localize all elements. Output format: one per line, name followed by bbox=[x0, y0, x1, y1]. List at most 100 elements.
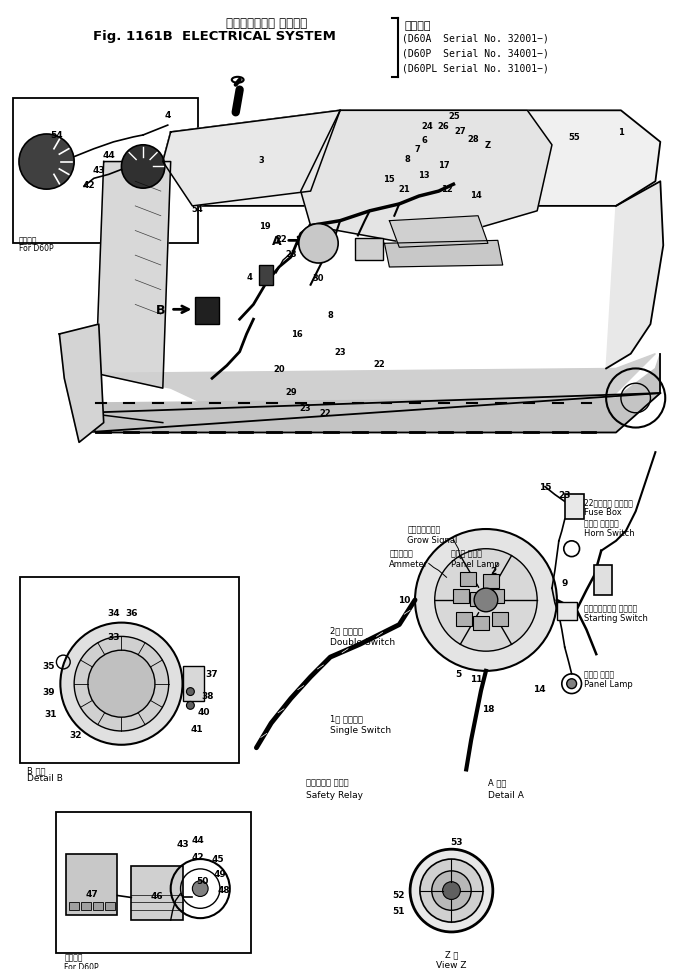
Text: 適用号機: 適用号機 bbox=[404, 20, 431, 31]
Text: 44: 44 bbox=[192, 835, 205, 844]
Text: 20: 20 bbox=[273, 364, 285, 374]
Text: 22ヒューズ ボックス: 22ヒューズ ボックス bbox=[584, 497, 633, 507]
Text: 42: 42 bbox=[192, 852, 205, 860]
Text: (D60PL Serial No. 31001−): (D60PL Serial No. 31001−) bbox=[402, 63, 549, 73]
Text: 45: 45 bbox=[212, 854, 224, 862]
Polygon shape bbox=[59, 325, 103, 443]
Polygon shape bbox=[163, 111, 340, 206]
Text: 27: 27 bbox=[454, 126, 466, 136]
Text: Horn Switch: Horn Switch bbox=[584, 529, 635, 538]
Bar bbox=[69, 902, 79, 910]
Text: エレクトリカル システム: エレクトリカル システム bbox=[226, 16, 307, 30]
Text: Safety Relay: Safety Relay bbox=[305, 790, 363, 798]
Text: 2重 スイッチ: 2重 スイッチ bbox=[331, 625, 363, 635]
Bar bbox=[131, 866, 182, 921]
Text: 8: 8 bbox=[404, 155, 410, 164]
Text: 23: 23 bbox=[559, 490, 571, 500]
Text: B 詳細: B 詳細 bbox=[27, 766, 45, 774]
Bar bbox=[105, 902, 115, 910]
Bar bbox=[454, 589, 469, 604]
Polygon shape bbox=[84, 355, 661, 433]
Bar bbox=[355, 239, 382, 261]
Text: パネル ランプ: パネル ランプ bbox=[584, 670, 614, 678]
Text: スターティング スイッチ: スターティング スイッチ bbox=[584, 604, 637, 612]
Text: 44: 44 bbox=[102, 151, 115, 160]
Text: 4: 4 bbox=[247, 273, 252, 282]
Bar bbox=[470, 592, 486, 607]
Text: 21: 21 bbox=[398, 184, 410, 194]
Text: 2: 2 bbox=[491, 566, 497, 576]
Circle shape bbox=[432, 871, 471, 910]
Text: 3: 3 bbox=[259, 156, 264, 165]
Text: 37: 37 bbox=[206, 670, 218, 678]
Circle shape bbox=[192, 881, 208, 896]
Text: 54: 54 bbox=[50, 132, 63, 141]
Bar bbox=[182, 667, 204, 702]
Text: 49: 49 bbox=[214, 869, 226, 879]
Text: 5: 5 bbox=[455, 670, 461, 678]
Text: 1重 スイッチ: 1重 スイッチ bbox=[331, 714, 363, 723]
Text: View Z: View Z bbox=[436, 959, 467, 969]
Circle shape bbox=[122, 145, 165, 189]
Bar bbox=[594, 566, 612, 595]
Text: 14: 14 bbox=[470, 190, 482, 200]
Circle shape bbox=[567, 679, 577, 689]
Bar bbox=[93, 902, 103, 910]
Text: 13: 13 bbox=[418, 171, 430, 179]
Text: Panel Lamp: Panel Lamp bbox=[584, 679, 633, 689]
Text: 42: 42 bbox=[82, 180, 95, 190]
Text: ＤＭＰ用: ＤＭＰ用 bbox=[19, 236, 38, 245]
Bar bbox=[20, 578, 238, 763]
Text: Starting Switch: Starting Switch bbox=[584, 613, 649, 622]
Bar bbox=[456, 612, 472, 626]
Text: 11: 11 bbox=[470, 674, 482, 683]
Circle shape bbox=[60, 623, 182, 745]
Circle shape bbox=[298, 225, 338, 264]
Text: 23: 23 bbox=[285, 249, 296, 259]
Text: 39: 39 bbox=[42, 687, 55, 697]
Text: 55: 55 bbox=[569, 134, 580, 142]
Text: 16: 16 bbox=[291, 330, 303, 339]
Text: 31: 31 bbox=[44, 709, 57, 718]
Text: Z 視: Z 視 bbox=[445, 950, 458, 958]
Text: 28: 28 bbox=[468, 136, 479, 144]
Circle shape bbox=[74, 637, 168, 732]
Circle shape bbox=[410, 849, 493, 932]
Text: 24: 24 bbox=[421, 121, 433, 131]
Bar bbox=[259, 266, 273, 286]
Polygon shape bbox=[96, 355, 656, 403]
Text: 35: 35 bbox=[42, 662, 55, 671]
Text: 47: 47 bbox=[85, 890, 99, 898]
Text: 38: 38 bbox=[201, 691, 213, 701]
Text: A 詳細: A 詳細 bbox=[488, 778, 506, 787]
Text: 10: 10 bbox=[398, 596, 410, 605]
Text: 15: 15 bbox=[539, 483, 552, 491]
Text: 22: 22 bbox=[275, 234, 287, 243]
Text: A: A bbox=[273, 234, 282, 248]
Text: 15: 15 bbox=[384, 174, 395, 183]
Text: 23: 23 bbox=[300, 404, 312, 413]
Text: 43: 43 bbox=[176, 839, 189, 848]
Circle shape bbox=[187, 702, 194, 709]
Text: Double Switch: Double Switch bbox=[331, 638, 396, 646]
Text: 22: 22 bbox=[319, 409, 331, 418]
Text: 41: 41 bbox=[191, 724, 203, 733]
Text: 23: 23 bbox=[334, 348, 346, 357]
Text: (D60P  Serial No. 34001−): (D60P Serial No. 34001−) bbox=[402, 48, 549, 58]
Text: 22: 22 bbox=[374, 359, 385, 368]
Text: 43: 43 bbox=[92, 166, 105, 174]
Text: Fig. 1161B  ELECTRICAL SYSTEM: Fig. 1161B ELECTRICAL SYSTEM bbox=[92, 29, 336, 43]
Text: Panel Lamp: Panel Lamp bbox=[452, 559, 500, 569]
Circle shape bbox=[187, 688, 194, 696]
Text: Fuse Box: Fuse Box bbox=[584, 507, 622, 516]
Text: For D60P: For D60P bbox=[19, 244, 54, 253]
Text: 9: 9 bbox=[562, 578, 568, 587]
Text: 51: 51 bbox=[393, 906, 405, 915]
Text: 18: 18 bbox=[482, 704, 494, 713]
Text: 50: 50 bbox=[196, 876, 208, 886]
Text: 33: 33 bbox=[108, 632, 120, 641]
Text: 26: 26 bbox=[438, 121, 449, 131]
Text: 4: 4 bbox=[164, 110, 171, 119]
Bar bbox=[66, 855, 117, 916]
Circle shape bbox=[415, 529, 557, 672]
